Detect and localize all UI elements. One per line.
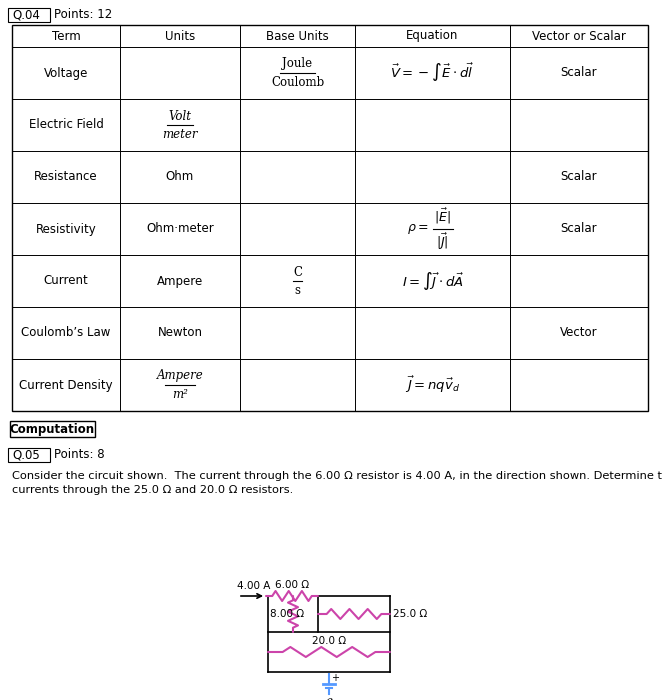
Text: m²: m² <box>172 388 188 400</box>
Text: Current: Current <box>44 274 88 288</box>
Text: Ohm·meter: Ohm·meter <box>146 223 214 235</box>
Text: Vector or Scalar: Vector or Scalar <box>532 29 626 43</box>
Text: Coulomb’s Law: Coulomb’s Law <box>21 326 111 340</box>
Text: Ohm: Ohm <box>166 171 194 183</box>
Text: Coulomb: Coulomb <box>271 76 324 88</box>
Text: Points: 12: Points: 12 <box>54 8 113 22</box>
Text: Resistivity: Resistivity <box>36 223 97 235</box>
Text: Units: Units <box>165 29 195 43</box>
Text: 25.0 Ω: 25.0 Ω <box>393 609 427 619</box>
Text: C: C <box>293 265 302 279</box>
Text: $\vec{J} = nq\vec{v}_d$: $\vec{J} = nq\vec{v}_d$ <box>405 374 460 395</box>
Text: Scalar: Scalar <box>561 223 597 235</box>
Text: Q.05: Q.05 <box>12 449 40 461</box>
Text: Resistance: Resistance <box>34 171 98 183</box>
Text: Vector: Vector <box>560 326 598 340</box>
Text: s: s <box>295 284 301 297</box>
Text: Joule: Joule <box>283 57 312 71</box>
Text: +: + <box>331 673 339 683</box>
Text: Scalar: Scalar <box>561 66 597 80</box>
Text: Consider the circuit shown.  The current through the 6.00 Ω resistor is 4.00 A, : Consider the circuit shown. The current … <box>12 471 662 481</box>
Text: Q.04: Q.04 <box>12 8 40 22</box>
Text: Computation: Computation <box>9 423 95 435</box>
Text: $\vec{V} = -\int \vec{E} \cdot d\vec{l}$: $\vec{V} = -\int \vec{E} \cdot d\vec{l}$ <box>391 62 475 84</box>
Text: 20.0 Ω: 20.0 Ω <box>312 636 346 646</box>
Text: $I = \int \vec{J} \cdot d\vec{A}$: $I = \int \vec{J} \cdot d\vec{A}$ <box>402 270 463 292</box>
Text: currents through the 25.0 Ω and 20.0 Ω resistors.: currents through the 25.0 Ω and 20.0 Ω r… <box>12 485 293 495</box>
Text: $|\vec{J}|$: $|\vec{J}|$ <box>436 232 449 252</box>
Text: Ampere: Ampere <box>157 274 203 288</box>
Text: Term: Term <box>52 29 80 43</box>
Text: $|\vec{E}|$: $|\vec{E}|$ <box>434 206 451 226</box>
Text: $\mathcal{E}$: $\mathcal{E}$ <box>324 697 334 700</box>
Text: meter: meter <box>162 127 198 141</box>
Text: 4.00 A: 4.00 A <box>237 581 270 591</box>
Text: 8.00 Ω: 8.00 Ω <box>270 609 304 619</box>
Text: Points: 8: Points: 8 <box>54 449 105 461</box>
Text: Equation: Equation <box>406 29 459 43</box>
Text: Current Density: Current Density <box>19 379 113 391</box>
Text: Ampere: Ampere <box>157 370 203 382</box>
Text: 6.00 Ω: 6.00 Ω <box>275 580 309 590</box>
Text: Electric Field: Electric Field <box>28 118 103 132</box>
Text: Newton: Newton <box>158 326 203 340</box>
Bar <box>12 25 648 411</box>
Bar <box>8 448 50 462</box>
Text: Volt: Volt <box>169 109 191 122</box>
Text: Voltage: Voltage <box>44 66 88 80</box>
Text: Scalar: Scalar <box>561 171 597 183</box>
Bar <box>8 8 50 22</box>
Text: Base Units: Base Units <box>266 29 329 43</box>
Text: $\rho =$: $\rho =$ <box>407 222 428 236</box>
Bar <box>10 421 95 437</box>
